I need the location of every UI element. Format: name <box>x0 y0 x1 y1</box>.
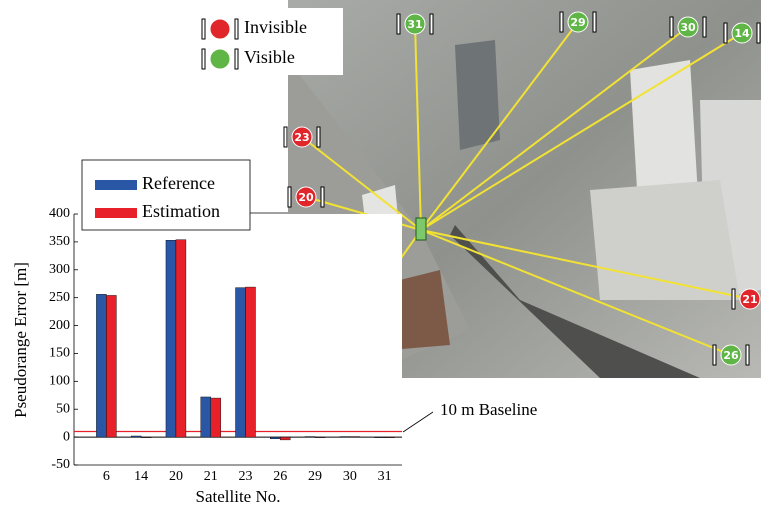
scene-legend-label: Visible <box>244 47 295 67</box>
y-tick-label: 200 <box>49 318 70 333</box>
marker-bracket <box>284 127 287 147</box>
marker-bracket <box>235 19 238 39</box>
legend-swatch <box>95 208 137 218</box>
bar <box>350 437 360 438</box>
x-axis-label: Satellite No. <box>196 487 281 506</box>
x-tick-label: 29 <box>308 469 322 484</box>
satellite-label: 26 <box>723 349 739 362</box>
figure: 31 29 30 14 23 20 21 26 6 Invisible Visible Pseudo… <box>0 0 761 512</box>
bar <box>201 397 211 437</box>
bar <box>270 437 280 439</box>
bar <box>131 436 141 437</box>
satellite-label: 23 <box>294 131 309 144</box>
marker-bracket <box>202 19 205 39</box>
marker-bracket <box>724 23 727 43</box>
x-tick-label: 23 <box>239 469 253 484</box>
y-tick-label: 350 <box>49 234 70 249</box>
bar <box>166 240 176 437</box>
bar <box>236 288 246 437</box>
marker-bracket <box>317 127 320 147</box>
satellite-label: 21 <box>742 293 757 306</box>
satellite-label: 14 <box>734 27 750 40</box>
bar <box>305 437 315 438</box>
bar <box>385 437 395 438</box>
bar <box>176 240 186 437</box>
x-tick-label: 26 <box>273 469 287 484</box>
bar <box>211 398 221 437</box>
marker-bracket <box>235 49 238 69</box>
bar <box>375 437 385 438</box>
bar <box>246 287 256 437</box>
marker-bracket <box>703 17 706 37</box>
y-tick-label: 100 <box>49 374 70 389</box>
y-tick-label: 400 <box>49 206 70 221</box>
marker-bracket <box>202 49 205 69</box>
satellite-label: 30 <box>680 21 696 34</box>
bar <box>340 437 350 438</box>
y-tick-label: 250 <box>49 290 70 305</box>
marker-bracket <box>593 12 596 32</box>
x-tick-label: 31 <box>378 469 392 484</box>
satellite-label: 20 <box>298 191 314 204</box>
marker-bracket <box>397 14 400 34</box>
satellite-label: 31 <box>407 18 422 31</box>
x-tick-label: 20 <box>169 469 183 484</box>
annotation-leader <box>403 412 433 432</box>
satellite-marker <box>210 19 230 39</box>
marker-bracket <box>746 345 749 365</box>
y-tick-label: 50 <box>56 401 70 416</box>
x-tick-label: 30 <box>343 469 357 484</box>
bar <box>141 437 151 438</box>
y-tick-label: 0 <box>63 429 70 444</box>
x-tick-label: 14 <box>134 469 148 484</box>
legend-swatch <box>95 180 137 190</box>
bar <box>315 437 325 438</box>
vehicle <box>416 218 426 240</box>
bar <box>106 295 116 437</box>
legend-label: Reference <box>142 173 215 193</box>
y-axis-label: Pseudorange Error [m] <box>11 262 30 418</box>
satellite-marker <box>210 49 230 69</box>
marker-bracket <box>732 289 735 309</box>
scene-legend-label: Invisible <box>244 17 307 37</box>
marker-bracket <box>321 187 324 207</box>
y-tick-label: 300 <box>49 262 70 277</box>
legend-label: Estimation <box>142 201 220 221</box>
bar <box>280 437 290 440</box>
marker-bracket <box>757 23 760 43</box>
bar <box>96 294 106 437</box>
marker-bracket <box>713 345 716 365</box>
x-tick-label: 6 <box>103 469 110 484</box>
marker-bracket <box>288 187 291 207</box>
marker-bracket <box>430 14 433 34</box>
y-tick-label: 150 <box>49 346 70 361</box>
x-tick-label: 21 <box>204 469 218 484</box>
marker-bracket <box>560 12 563 32</box>
marker-bracket <box>670 17 673 37</box>
annotation: 10 m Baseline <box>440 400 537 419</box>
satellite-label: 29 <box>570 16 585 29</box>
y-tick-label: -50 <box>51 457 70 472</box>
